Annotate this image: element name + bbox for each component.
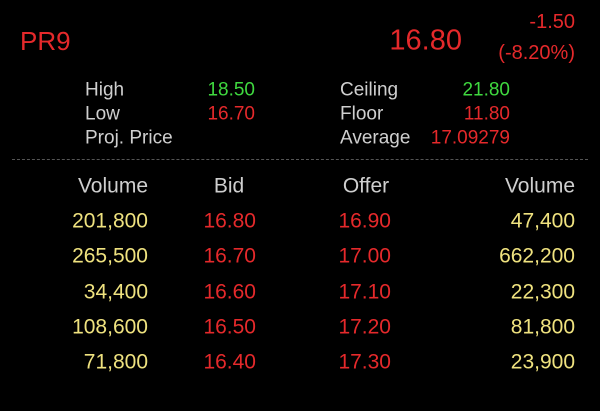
stat-value: 21.80 — [462, 79, 510, 101]
book-cell: 16.50 — [203, 315, 256, 339]
stat-label: Proj. Price — [85, 127, 173, 149]
book-cell: 81,800 — [510, 315, 575, 339]
column-header: Offer — [342, 174, 390, 198]
book-cell: 16.40 — [203, 350, 256, 374]
book-cell: 22,300 — [510, 280, 575, 304]
column-header: Volume — [504, 174, 575, 198]
book-cell: 23,900 — [510, 350, 575, 374]
divider — [12, 159, 588, 160]
price: 16.80 — [389, 24, 462, 57]
book-cell: 47,400 — [510, 209, 575, 233]
symbol: PR9 — [20, 26, 71, 56]
book-cell: 16.90 — [338, 209, 391, 233]
book-cell: 71,800 — [83, 350, 148, 374]
book-cell: 108,600 — [72, 315, 148, 339]
change-percent: (-8.20%) — [498, 42, 575, 64]
change: -1.50 — [529, 11, 575, 33]
book-cell: 16.70 — [203, 244, 256, 268]
stat-value: 17.09279 — [430, 127, 510, 149]
stat-label: High — [85, 79, 125, 101]
stat-value: 11.80 — [463, 103, 510, 125]
stat-label: Ceiling — [340, 79, 399, 101]
stat-value: 18.50 — [207, 79, 255, 101]
book-cell: 17.30 — [338, 350, 391, 374]
stat-label: Floor — [340, 103, 384, 125]
column-header: Volume — [77, 174, 148, 198]
stat-label: Low — [85, 103, 120, 125]
book-cell: 201,800 — [72, 209, 148, 233]
book-cell: 17.20 — [338, 315, 391, 339]
stat-value: 16.70 — [207, 103, 255, 125]
book-cell: 16.80 — [203, 209, 256, 233]
book-cell: 265,500 — [72, 244, 148, 268]
book-cell: 34,400 — [83, 280, 148, 304]
book-cell: 662,200 — [499, 244, 575, 268]
book-cell: 17.10 — [338, 280, 391, 304]
column-header: Bid — [213, 174, 245, 198]
stat-label: Average — [340, 127, 411, 149]
book-cell: 16.60 — [203, 280, 256, 304]
book-cell: 17.00 — [338, 244, 391, 268]
